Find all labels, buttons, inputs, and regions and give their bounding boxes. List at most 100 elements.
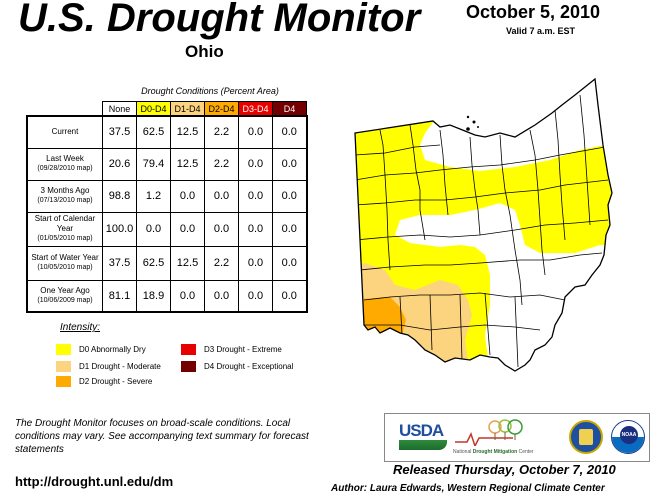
noaa-logo-wave bbox=[612, 437, 644, 453]
legend-item-d3: D3 Drought - Extreme bbox=[181, 344, 282, 355]
disclaimer-note: The Drought Monitor focuses on broad-sca… bbox=[15, 418, 309, 455]
legend-swatch-d4 bbox=[181, 361, 196, 372]
row-label-map-date: (01/05/2010 map) bbox=[37, 235, 93, 242]
legend-item-d2: D2 Drought - Severe bbox=[56, 376, 152, 387]
cell-value: 2.2 bbox=[204, 115, 239, 149]
drought-conditions-table: None D0-D4 D1-D4 D2-D4 D3-D4 D4 Current 3… bbox=[26, 101, 308, 313]
row-label: Last Week (09/28/2010 map) bbox=[26, 147, 103, 181]
cell-value: 0.0 bbox=[238, 211, 273, 247]
cell-value: 1.2 bbox=[136, 179, 171, 213]
table-row: 3 Months Ago (07/13/2010 map) 98.8 1.2 0.0 0.… bbox=[26, 179, 307, 213]
ohio-drought-map bbox=[354, 77, 613, 372]
cell-value: 0.0 bbox=[238, 147, 273, 181]
table-row: Last Week (09/28/2010 map) 20.6 79.4 12.5 2.2… bbox=[26, 147, 307, 181]
cell-value: 20.6 bbox=[102, 147, 137, 181]
table-caption: Drought Conditions (Percent Area) bbox=[141, 86, 279, 96]
corner-cell bbox=[27, 102, 103, 117]
table-row: Start of Calendar Year (01/05/2010 map) 10… bbox=[26, 211, 307, 247]
cell-value: 0.0 bbox=[204, 179, 239, 213]
noaa-logo-text: NOAA bbox=[620, 426, 638, 444]
ndmc-trees-icon bbox=[455, 419, 523, 448]
usda-logo-text: USDA bbox=[399, 421, 444, 440]
row-label-text: 3 Months Ago bbox=[40, 186, 90, 195]
cell-value: 81.1 bbox=[102, 279, 137, 313]
cell-value: 0.0 bbox=[272, 147, 307, 181]
cell-value: 0.0 bbox=[204, 211, 239, 247]
cell-value: 37.5 bbox=[102, 115, 137, 149]
column-header-d1-d4: D1-D4 bbox=[170, 101, 205, 117]
row-label: 3 Months Ago (07/13/2010 map) bbox=[26, 179, 103, 213]
column-header-d0-d4: D0-D4 bbox=[136, 101, 171, 117]
ndmc-text-right: Center bbox=[518, 449, 534, 455]
column-header-d4: D4 bbox=[272, 101, 307, 117]
partner-logos: USDA National Drought Mitigation Center … bbox=[384, 413, 650, 462]
legend-label: D0 Abnormally Dry bbox=[79, 345, 146, 354]
valid-time: Valid 7 a.m. EST bbox=[506, 26, 576, 36]
row-label-map-date: (07/13/2010 map) bbox=[37, 197, 93, 204]
cell-value: 0.0 bbox=[272, 211, 307, 247]
cell-value: 2.2 bbox=[204, 147, 239, 181]
ndmc-logo: National Drought Mitigation Center bbox=[453, 418, 553, 458]
ohio-outline bbox=[354, 77, 613, 372]
table-header-row: None D0-D4 D1-D4 D2-D4 D3-D4 D4 bbox=[27, 101, 307, 117]
cell-value: 0.0 bbox=[170, 179, 205, 213]
row-label: One Year Ago (10/06/2009 map) bbox=[26, 279, 103, 313]
drought-monitor-link[interactable]: http://drought.unl.edu/dm bbox=[15, 474, 174, 489]
legend-swatch-d1 bbox=[56, 361, 71, 372]
row-label: Current bbox=[26, 115, 103, 149]
cell-value: 62.5 bbox=[136, 115, 171, 149]
legend-label: D1 Drought - Moderate bbox=[79, 362, 161, 371]
cell-value: 62.5 bbox=[136, 245, 171, 281]
row-label-map-date: (09/28/2010 map) bbox=[37, 165, 93, 172]
release-date: Released Thursday, October 7, 2010 bbox=[393, 462, 616, 477]
cell-value: 0.0 bbox=[170, 211, 205, 247]
row-label-text: Current bbox=[51, 127, 79, 137]
commerce-seal-icon bbox=[569, 420, 603, 454]
row-label-text: Start of Calendar Year bbox=[34, 214, 96, 233]
legend-swatch-d3 bbox=[181, 344, 196, 355]
noaa-logo-icon: NOAA bbox=[611, 420, 645, 454]
ndmc-text-mid: Drought Mitigation bbox=[472, 449, 518, 455]
cell-value: 0.0 bbox=[238, 115, 273, 149]
cell-value: 0.0 bbox=[238, 279, 273, 313]
county-boundaries bbox=[355, 94, 609, 368]
legend-swatch-d2 bbox=[56, 376, 71, 387]
legend-label: D3 Drought - Extreme bbox=[204, 345, 282, 354]
cell-value: 37.5 bbox=[102, 245, 137, 281]
ndmc-text-left: National bbox=[453, 449, 472, 455]
cell-value: 0.0 bbox=[272, 179, 307, 213]
legend-item-d0: D0 Abnormally Dry bbox=[56, 344, 146, 355]
table-body: Current 37.5 62.5 12.5 2.2 0.0 0.0 Last Week (09… bbox=[26, 115, 307, 313]
row-label-map-date: (10/05/2010 map) bbox=[37, 264, 93, 271]
cell-value: 0.0 bbox=[272, 245, 307, 281]
page-title: U.S. Drought Monitor bbox=[18, 0, 421, 40]
column-header-d2-d4: D2-D4 bbox=[204, 101, 239, 117]
row-label-text: Start of Water Year bbox=[31, 253, 99, 262]
lake-erie-islands bbox=[466, 115, 479, 131]
legend-swatch-d0 bbox=[56, 344, 71, 355]
cell-value: 18.9 bbox=[136, 279, 171, 313]
legend-item-d1: D1 Drought - Moderate bbox=[56, 361, 161, 372]
table-row: Start of Water Year (10/05/2010 map) 37.5 6… bbox=[26, 245, 307, 281]
table-row: Current 37.5 62.5 12.5 2.2 0.0 0.0 bbox=[26, 115, 307, 149]
map-date: October 5, 2010 bbox=[466, 2, 601, 22]
table-row: One Year Ago (10/06/2009 map) 81.1 18.9 0.0 0… bbox=[26, 279, 307, 313]
cell-value: 0.0 bbox=[272, 279, 307, 313]
cell-value: 98.8 bbox=[102, 179, 137, 213]
cell-value: 12.5 bbox=[170, 115, 205, 149]
author-credit: Author: Laura Edwards, Western Regional … bbox=[331, 483, 605, 494]
commerce-seal-shield bbox=[579, 429, 593, 445]
cell-value: 100.0 bbox=[102, 211, 137, 247]
cell-value: 0.0 bbox=[238, 245, 273, 281]
column-header-d3-d4: D3-D4 bbox=[238, 101, 273, 117]
cell-value: 0.0 bbox=[170, 279, 205, 313]
legend-label: D2 Drought - Severe bbox=[79, 377, 153, 386]
row-label-text: One Year Ago bbox=[40, 285, 90, 295]
cell-value: 0.0 bbox=[238, 179, 273, 213]
region-name: Ohio bbox=[185, 42, 224, 61]
row-label-text: Last Week bbox=[46, 154, 84, 163]
legend-title: Intensity: bbox=[60, 322, 101, 333]
cell-value: 0.0 bbox=[272, 115, 307, 149]
cell-value: 0.0 bbox=[136, 211, 171, 247]
row-label-map-date: (10/06/2009 map) bbox=[37, 296, 93, 304]
